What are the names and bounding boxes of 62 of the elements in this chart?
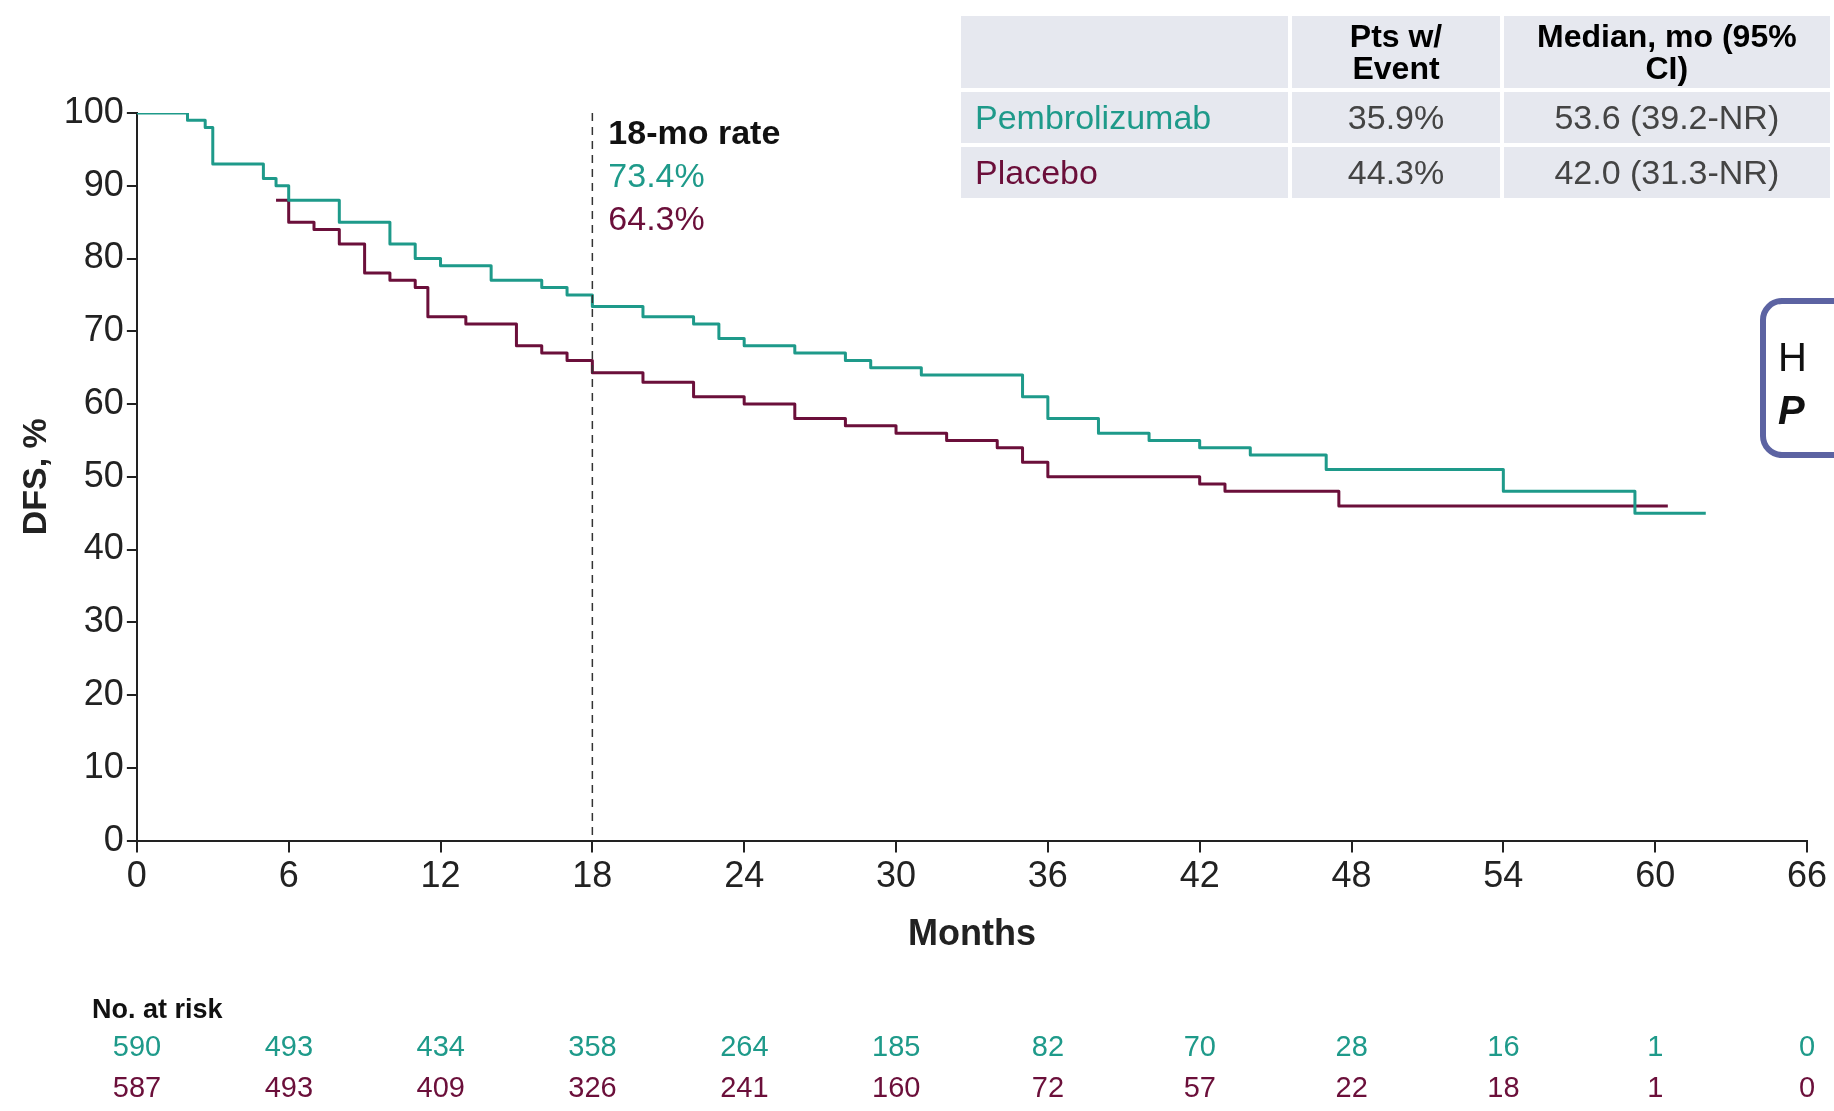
text: 1 [1647,1030,1664,1063]
x-tick-label: 60 [1635,854,1676,896]
y-tick-label: 100 [63,89,124,131]
text: 241 [720,1071,769,1104]
text: 587 [112,1071,162,1104]
text: 358 [568,1030,617,1063]
x-tick-label: 36 [1027,854,1068,896]
text: 16 [1487,1030,1520,1063]
annotation: 73.4% [608,156,705,195]
annotation: 64.3% [608,199,705,238]
text: 72 [1031,1071,1065,1104]
ref-line-label: 18-mo rate [608,113,781,152]
text: 493 [264,1071,314,1104]
text: 185 [872,1030,921,1063]
y-axis-title: DFS, % [14,418,53,536]
y-tick-label: 90 [83,162,124,204]
text: No. at risk [92,994,223,1025]
y-tick-label: 40 [83,526,124,568]
text: 409 [416,1071,465,1104]
y-tick-label: 30 [83,599,124,641]
text: 70 [1183,1030,1216,1063]
y-tick-label: 0 [103,817,124,859]
text: 18 [1487,1071,1520,1104]
x-tick-label: 30 [875,854,917,896]
text: 22 [1335,1071,1368,1104]
text: Pembrolizumab [975,98,1212,136]
text: 0 [1799,1030,1816,1063]
text: Pts w/ Event [1349,18,1443,86]
x-tick-label: 12 [420,854,461,896]
text: 57 [1183,1071,1216,1104]
text: 264 [720,1030,769,1063]
text: 160 [872,1071,921,1104]
text: 28 [1335,1030,1368,1063]
annotation: 53.6 (39.2-NR) [1503,92,1830,143]
text: 0 [1799,1071,1816,1104]
y-tick-label: 50 [83,453,124,495]
annotation: 44.3% [1292,147,1500,198]
x-tick-label: 42 [1179,854,1220,896]
text: 82 [1031,1030,1065,1063]
x-tick-label: 48 [1331,854,1372,896]
text: 590 [112,1030,162,1063]
text: 493 [264,1030,314,1063]
x-tick-label: 6 [278,854,299,896]
text: Median, mo (95% CI) [1537,18,1797,86]
y-tick-label: 60 [83,380,124,422]
x-axis-title: Months [907,912,1036,954]
y-tick-label: 70 [83,308,124,350]
y-tick-label: 20 [83,672,124,713]
x-tick-label: 54 [1483,854,1524,896]
text: 1 [1647,1071,1664,1104]
text: 434 [416,1030,465,1063]
text: 326 [568,1071,617,1104]
annotation: 35.9% [1292,92,1500,143]
annotation: P [1778,388,1805,433]
annotation: 42.0 (31.3-NR) [1503,147,1830,198]
y-tick-label: 10 [83,744,124,786]
annotation: H [1778,335,1807,380]
x-tick-label: 66 [1786,854,1828,896]
text: Placebo [975,153,1098,191]
x-tick-label: 24 [724,854,765,896]
x-tick-label: 18 [572,854,613,896]
y-tick-label: 80 [83,235,124,277]
